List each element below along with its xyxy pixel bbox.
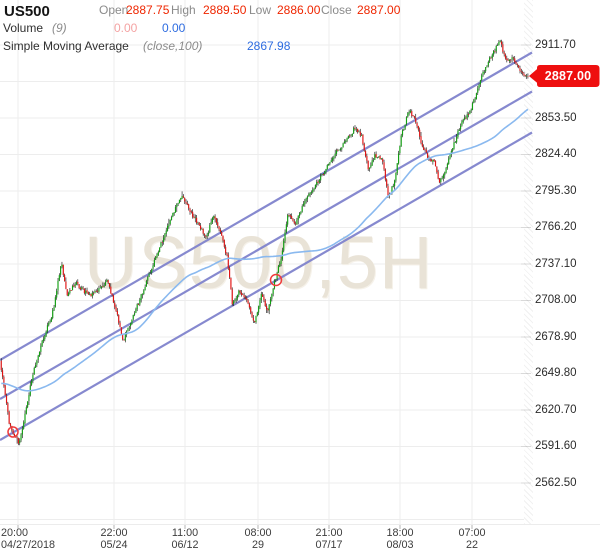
close-value: 2887.00 (357, 3, 401, 17)
symbol-name: US500 (4, 3, 50, 20)
symbol-watermark: US500,5H (84, 221, 434, 304)
time-axis-label: 20:00 04/27/2018 (1, 527, 56, 551)
price-axis-label: 2678.90 (535, 330, 577, 343)
volume-param: (9) (52, 21, 67, 35)
price-axis-label: 2766.20 (535, 221, 577, 233)
price-axis-label: 2708.00 (535, 294, 577, 306)
volume-label: Volume (3, 21, 44, 35)
sma-param: (close,100) (143, 39, 203, 53)
time-axis-label: 18:00 08/03 (386, 527, 414, 551)
price-axis-label: 2649.80 (535, 367, 577, 379)
price-axis[interactable]: 2911.70 2853.50 2824.40 2795.30 2766.20 2737.… (533, 0, 600, 524)
time-axis-label: 21:00 07/17 (315, 527, 343, 551)
volume-value-2: 0.00 (162, 21, 186, 35)
low-label: Low (249, 3, 272, 17)
time-axis-label: 08:00 29 (244, 527, 272, 551)
time-axis-label: 07:00 22 (458, 527, 486, 551)
price-axis-label: 2562.50 (535, 476, 577, 489)
price-axis-label: 2620.70 (535, 403, 577, 416)
price-axis-label: 2737.10 (535, 257, 577, 270)
close-label: Close (321, 3, 352, 17)
last-price-badge: 2887.00 (544, 69, 592, 83)
sma-label: Simple Moving Average (3, 39, 129, 53)
price-axis-label: 2824.40 (535, 148, 577, 160)
high-label: High (171, 3, 196, 17)
open-value: 2887.75 (126, 3, 170, 17)
price-axis-label: 2795.30 (535, 184, 577, 197)
price-scale-hatch (524, 0, 533, 524)
time-axis-label: 22:00 05/24 (100, 527, 128, 551)
open-label: Open (99, 3, 129, 17)
sma-value: 2867.98 (247, 39, 291, 53)
price-axis-label: 2591.60 (535, 440, 577, 452)
price-axis-label: 2853.50 (535, 111, 577, 124)
time-axis[interactable]: 20:00 04/27/2018 22:00 05/24 11:00 06/12 08:00… (0, 524, 600, 558)
high-value: 2889.50 (203, 3, 247, 17)
price-axis-label: 2911.70 (535, 38, 576, 51)
low-value: 2886.00 (277, 3, 321, 17)
volume-value-1: 0.00 (114, 21, 138, 35)
time-axis-label: 11:00 06/12 (171, 527, 199, 551)
